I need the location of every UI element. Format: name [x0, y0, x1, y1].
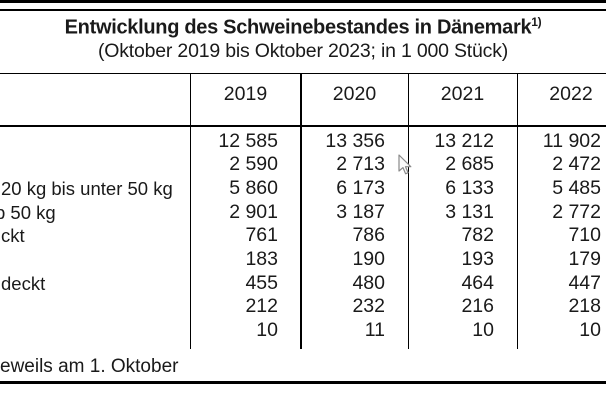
column-separator-2 [300, 74, 302, 349]
cell-2021: 193 [461, 248, 494, 270]
cell-2020: 190 [352, 248, 385, 270]
cell-2020: 232 [352, 295, 385, 318]
cell-2021: 13 212 [434, 129, 494, 152]
table-row: 10 11 10 10 [0, 319, 606, 343]
cell-2019: 10 [256, 319, 278, 342]
header-top-rule [0, 73, 606, 74]
table-row: 183 190 193 179 [0, 248, 606, 272]
cell-2019: 455 [245, 271, 278, 294]
cell-2020: 6 173 [336, 176, 385, 199]
cell-2019: 12 585 [218, 129, 278, 152]
column-separator-4 [516, 74, 518, 349]
cell-2022: 218 [568, 295, 601, 318]
bottom-thick-rule [0, 381, 606, 384]
cell-2020: 3 187 [336, 200, 385, 223]
cell-2022: 10 [579, 319, 601, 342]
cell-2019: 2 590 [229, 153, 278, 176]
year-header-2019: 2019 [223, 83, 268, 105]
cell-2020: 2 713 [336, 153, 385, 176]
cell-2020: 786 [352, 224, 385, 247]
cell-2021: 3 131 [445, 200, 494, 223]
row-label: ckt [1, 225, 25, 247]
cell-2021: 216 [461, 295, 494, 318]
mouse-cursor-icon [398, 154, 413, 181]
row-label: 20 kg bis unter 50 kg [1, 177, 173, 199]
footnote-marker: 1) [531, 15, 542, 29]
top-thin-rule [0, 9, 606, 11]
cell-2021: 10 [472, 319, 494, 342]
header-bottom-rule [0, 124, 606, 127]
table-row: 2 590 2 713 2 685 2 472 [0, 153, 606, 177]
column-separator-3 [407, 74, 409, 349]
cell-2022: 2 472 [552, 153, 601, 176]
cell-2020: 480 [352, 271, 385, 294]
cell-2019: 2 901 [229, 200, 278, 223]
table-row: b 50 kg 2 901 3 187 3 131 2 772 [0, 201, 606, 225]
cell-2019: 761 [245, 224, 278, 247]
cell-2021: 782 [461, 224, 494, 247]
table-subtitle: (Oktober 2019 bis Oktober 2023; in 1 000… [97, 40, 509, 62]
cell-2022: 2 772 [552, 200, 601, 223]
column-separator-1 [189, 74, 191, 349]
table-title: Entwicklung des Schweinebestandes in Dän… [0, 15, 606, 40]
year-header-2020: 2020 [332, 83, 377, 105]
cell-2021: 2 685 [445, 153, 494, 176]
cell-2019: 5 860 [229, 176, 278, 199]
year-header-2022: 2022 [549, 83, 593, 105]
table-footnote: eweils am 1. Oktober [0, 356, 179, 377]
cell-2019: 212 [245, 295, 278, 318]
table-row: 12 585 13 356 13 212 11 902 [0, 130, 606, 154]
cell-2022: 179 [568, 248, 601, 270]
cell-2022: 11 902 [542, 129, 601, 152]
top-thick-rule [0, 0, 606, 3]
table-row: 20 kg bis unter 50 kg 5 860 6 173 6 133 … [0, 177, 606, 201]
year-header-2021: 2021 [440, 83, 485, 105]
cell-2022: 447 [568, 271, 601, 294]
cell-2022: 5 485 [552, 176, 601, 199]
row-label: deckt [1, 272, 46, 294]
table-row: 212 232 216 218 [0, 295, 606, 319]
table-row: ckt 761 786 782 710 [0, 224, 606, 248]
cell-2021: 464 [461, 271, 494, 294]
table-row: deckt 455 480 464 447 [0, 272, 606, 296]
cell-2020: 13 356 [325, 129, 385, 152]
cell-2020: 11 [364, 319, 385, 342]
table-title-text: Entwicklung des Schweinebestandes in Dän… [64, 16, 532, 39]
cell-2021: 6 133 [445, 176, 494, 199]
cell-2019: 183 [245, 248, 278, 270]
row-label: b 50 kg [0, 201, 56, 223]
cell-2022: 710 [568, 224, 601, 247]
